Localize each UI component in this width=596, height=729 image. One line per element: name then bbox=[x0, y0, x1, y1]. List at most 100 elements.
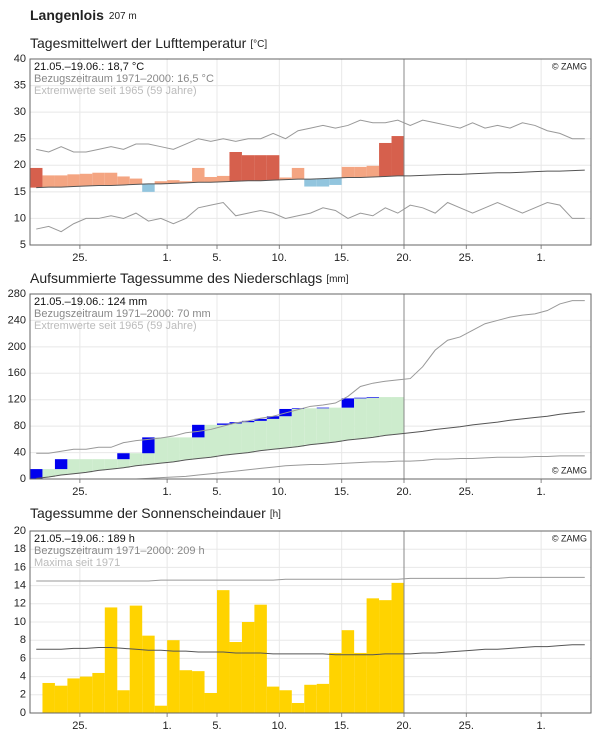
daily-increment bbox=[341, 398, 355, 408]
plot-frame bbox=[29, 293, 592, 480]
station-header: Langenlois 207 m bbox=[30, 7, 137, 23]
daily-increment bbox=[316, 407, 330, 409]
accumulated-area bbox=[266, 418, 280, 450]
accumulated-area bbox=[217, 424, 230, 456]
x-tick-label: 1. bbox=[163, 252, 172, 264]
x-tick-label: 15. bbox=[334, 720, 349, 729]
sunshine-bar bbox=[179, 670, 193, 713]
y-tick-label: 40 bbox=[14, 446, 26, 458]
accumulated-area bbox=[42, 469, 55, 478]
accumulated-area bbox=[279, 416, 292, 448]
note: 21.05.–19.06.: 124 mm bbox=[34, 296, 147, 308]
x-tick-label: 1. bbox=[537, 252, 546, 264]
temperature-bar bbox=[154, 181, 168, 184]
daily-increment bbox=[142, 437, 155, 454]
accumulated-area bbox=[67, 459, 80, 474]
sunshine-bar bbox=[117, 690, 130, 713]
accumulated-area bbox=[79, 459, 93, 473]
temperature-bar bbox=[117, 176, 130, 185]
y-tick-label: 14 bbox=[14, 580, 26, 592]
y-tick-label: 16 bbox=[14, 561, 26, 573]
daily-increment bbox=[241, 420, 255, 423]
max-line bbox=[36, 576, 585, 582]
y-tick-label: 12 bbox=[14, 598, 26, 610]
daily-increment bbox=[254, 418, 267, 421]
temperature-bar bbox=[229, 152, 242, 182]
temperature-bar bbox=[167, 180, 180, 184]
y-tick-label: 2 bbox=[20, 689, 26, 701]
daily-increment bbox=[54, 459, 68, 470]
temperature-bar bbox=[329, 178, 342, 185]
unit: [°C] bbox=[250, 39, 267, 50]
temperature-bar bbox=[54, 175, 68, 188]
accumulated-area bbox=[254, 420, 267, 451]
daily-increment bbox=[30, 469, 43, 479]
sunshine-bar bbox=[279, 690, 292, 713]
mean-line bbox=[36, 411, 585, 479]
sunshine-bar bbox=[379, 600, 392, 713]
accumulated-area bbox=[329, 407, 342, 442]
note: Maxima seit 1971 bbox=[34, 557, 120, 569]
y-tick-label: 30 bbox=[14, 106, 26, 118]
temperature-bar bbox=[241, 155, 255, 181]
x-tick-label: 25. bbox=[459, 720, 474, 729]
x-tick-label: 10. bbox=[272, 486, 287, 498]
x-tick-label: 25. bbox=[72, 252, 87, 264]
x-tick-label: 1. bbox=[537, 720, 546, 729]
sunshine-bar bbox=[254, 604, 267, 713]
accumulated-area bbox=[304, 408, 317, 445]
accumulated-area bbox=[129, 453, 143, 466]
sunshine-bar bbox=[316, 683, 330, 713]
sunshine-bar bbox=[241, 622, 255, 713]
temperature-bar bbox=[279, 177, 292, 180]
x-tick-label: 5. bbox=[212, 720, 221, 729]
temperature-bar bbox=[142, 183, 155, 192]
y-tick-label: 5 bbox=[20, 239, 26, 251]
note: Extremwerte seit 1965 (59 Jahre) bbox=[34, 85, 197, 97]
y-tick-label: 0 bbox=[20, 473, 26, 485]
sunshine-bar bbox=[67, 678, 80, 713]
note: Bezugszeitraum 1971–2000: 16,5 °C bbox=[34, 73, 214, 85]
y-tick-label: 80 bbox=[14, 420, 26, 432]
temperature-bar bbox=[354, 166, 367, 178]
unit: [mm] bbox=[326, 274, 348, 285]
y-tick-label: 240 bbox=[8, 314, 26, 326]
temperature-bar bbox=[391, 136, 404, 176]
y-tick-label: 6 bbox=[20, 652, 26, 664]
y-tick-label: 15 bbox=[14, 186, 26, 198]
accumulated-area bbox=[167, 437, 180, 462]
sunshine-bar bbox=[329, 652, 342, 713]
max-line bbox=[36, 300, 585, 454]
daily-increment bbox=[217, 423, 230, 425]
temperature-bar bbox=[366, 165, 380, 177]
sunshine-bar bbox=[154, 705, 168, 713]
note: Extremwerte seit 1965 (59 Jahre) bbox=[34, 320, 197, 332]
y-tick-label: 40 bbox=[14, 53, 26, 65]
temperature-bar bbox=[104, 172, 118, 186]
note: 21.05.–19.06.: 18,7 °C bbox=[34, 61, 144, 73]
y-tick-label: 10 bbox=[14, 616, 26, 628]
temperature-bar bbox=[92, 172, 105, 186]
sunshine-bar bbox=[391, 582, 404, 713]
temperature-bar bbox=[304, 179, 317, 187]
accumulated-area bbox=[154, 437, 168, 464]
y-tick-label: 8 bbox=[20, 634, 26, 646]
y-tick-label: 10 bbox=[14, 212, 26, 224]
temperature-bar bbox=[341, 166, 355, 178]
y-tick-label: 0 bbox=[20, 707, 26, 719]
sunshine-bar bbox=[266, 686, 280, 713]
plot-area bbox=[30, 294, 591, 479]
daily-increment bbox=[117, 453, 130, 460]
sunshine-bar bbox=[54, 685, 68, 713]
note: Bezugszeitraum 1971–2000: 209 h bbox=[34, 545, 205, 557]
sunshine-bar bbox=[354, 652, 367, 713]
plot-frame bbox=[29, 530, 592, 714]
accumulated-area bbox=[366, 397, 380, 438]
accumulated-area bbox=[142, 453, 155, 465]
sunshine-bar bbox=[291, 702, 305, 713]
x-tick-label: 1. bbox=[163, 486, 172, 498]
accumulated-area bbox=[291, 408, 305, 447]
x-tick-label: 20. bbox=[396, 720, 411, 729]
copyright: © ZAMG bbox=[552, 533, 587, 543]
x-tick-label: 15. bbox=[334, 252, 349, 264]
